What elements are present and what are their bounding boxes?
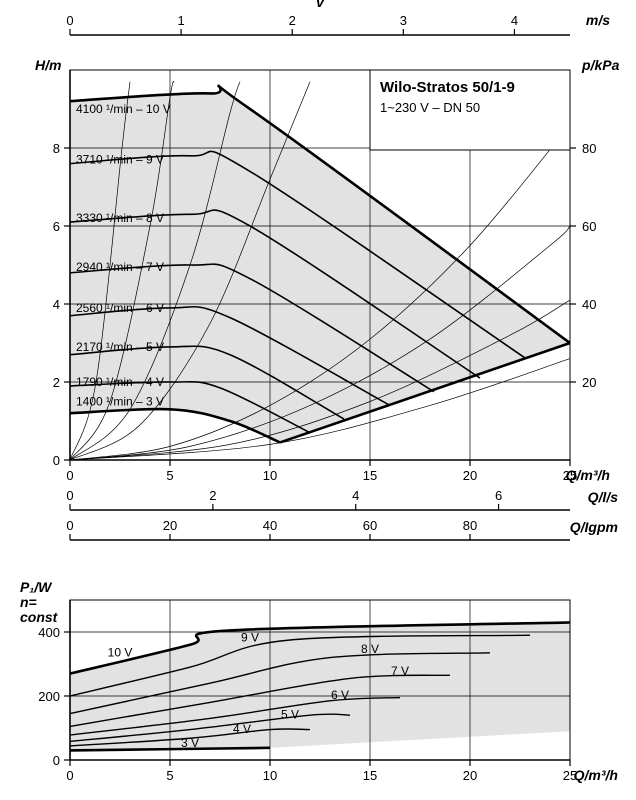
bottom-y-axis-label: n= xyxy=(20,594,37,610)
speed-curve-label: 2940 ¹/min – 7 V xyxy=(76,260,164,274)
right-axis-tick-label: 80 xyxy=(582,141,596,156)
bottom-x-tick-label: 5 xyxy=(166,768,173,783)
power-curve-label: 3 V xyxy=(181,736,199,750)
qls-axis-label: Q/l/s xyxy=(588,489,619,505)
speed-curve-label: 1790 ¹/min – 4 V xyxy=(76,375,164,389)
power-curve-label: 8 V xyxy=(361,642,379,656)
x-tick-label: 10 xyxy=(263,468,277,483)
power-curve-label: 6 V xyxy=(331,688,349,702)
mid-axis-tick-label: 80 xyxy=(463,518,477,533)
power-curve-label: 9 V xyxy=(241,631,259,645)
product-subtitle: 1~230 V – DN 50 xyxy=(380,100,480,115)
speed-curve-label: 4100 ¹/min – 10 V xyxy=(76,102,171,116)
top-axis-label: v xyxy=(316,0,325,10)
top-axis-tick-label: 4 xyxy=(511,13,518,28)
y-axis-label: H/m xyxy=(35,57,61,73)
mid-axis-tick-label: 0 xyxy=(66,488,73,503)
top-axis-unit: m/s xyxy=(586,12,610,28)
bottom-chart-envelope xyxy=(70,622,570,750)
bottom-x-tick-label: 10 xyxy=(263,768,277,783)
speed-curve-label: 2170 ¹/min – 5 V xyxy=(76,340,164,354)
mid-axis-tick-label: 40 xyxy=(263,518,277,533)
x-tick-label: 15 xyxy=(363,468,377,483)
y-tick-label: 0 xyxy=(53,453,60,468)
qgpm-axis-label: Q/Igpm xyxy=(570,519,618,535)
speed-curve-label: 3710 ¹/min – 9 V xyxy=(76,153,164,167)
bottom-y-tick-label: 400 xyxy=(38,625,60,640)
x-tick-label: 20 xyxy=(463,468,477,483)
bottom-x-tick-label: 15 xyxy=(363,768,377,783)
x-tick-label: 5 xyxy=(166,468,173,483)
top-axis-tick-label: 3 xyxy=(400,13,407,28)
speed-curve-label: 1400 ¹/min – 3 V xyxy=(76,394,164,408)
bottom-x-tick-label: 0 xyxy=(66,768,73,783)
x-axis-label: Q/m³/h xyxy=(566,467,610,483)
mid-axis-tick-label: 6 xyxy=(495,488,502,503)
product-title: Wilo-Stratos 50/1-9 xyxy=(380,79,515,96)
top-axis-tick-label: 2 xyxy=(289,13,296,28)
top-axis-tick-label: 1 xyxy=(177,13,184,28)
right-axis-tick-label: 20 xyxy=(582,375,596,390)
mid-axis-tick-label: 0 xyxy=(66,518,73,533)
bottom-y-tick-label: 200 xyxy=(38,689,60,704)
x-tick-label: 0 xyxy=(66,468,73,483)
power-curve-label: 7 V xyxy=(391,664,409,678)
power-curve-label: 5 V xyxy=(281,707,299,721)
mid-axis-tick-label: 60 xyxy=(363,518,377,533)
mid-axis-tick-label: 2 xyxy=(209,488,216,503)
bottom-y-axis-label: const xyxy=(20,609,59,625)
right-axis-tick-label: 40 xyxy=(582,297,596,312)
right-axis-label: p/kPa xyxy=(581,57,620,73)
speed-curve-label: 2560 ¹/min – 6 V xyxy=(76,301,164,315)
right-axis-tick-label: 60 xyxy=(582,219,596,234)
bottom-y-tick-label: 0 xyxy=(53,753,60,768)
bottom-x-tick-label: 20 xyxy=(463,768,477,783)
y-tick-label: 4 xyxy=(53,297,60,312)
top-axis-tick-label: 0 xyxy=(66,13,73,28)
power-curve-label: 4 V xyxy=(233,722,251,736)
y-tick-label: 2 xyxy=(53,375,60,390)
bottom-x-axis-label: Q/m³/h xyxy=(574,767,618,783)
mid-axis-tick-label: 20 xyxy=(163,518,177,533)
mid-axis-tick-label: 4 xyxy=(352,488,359,503)
power-curve-label: 10 V xyxy=(108,646,133,660)
speed-curve-label: 3330 ¹/min – 8 V xyxy=(76,211,164,225)
y-tick-label: 8 xyxy=(53,141,60,156)
bottom-y-axis-label: P₁/W xyxy=(20,579,53,595)
y-tick-label: 6 xyxy=(53,219,60,234)
